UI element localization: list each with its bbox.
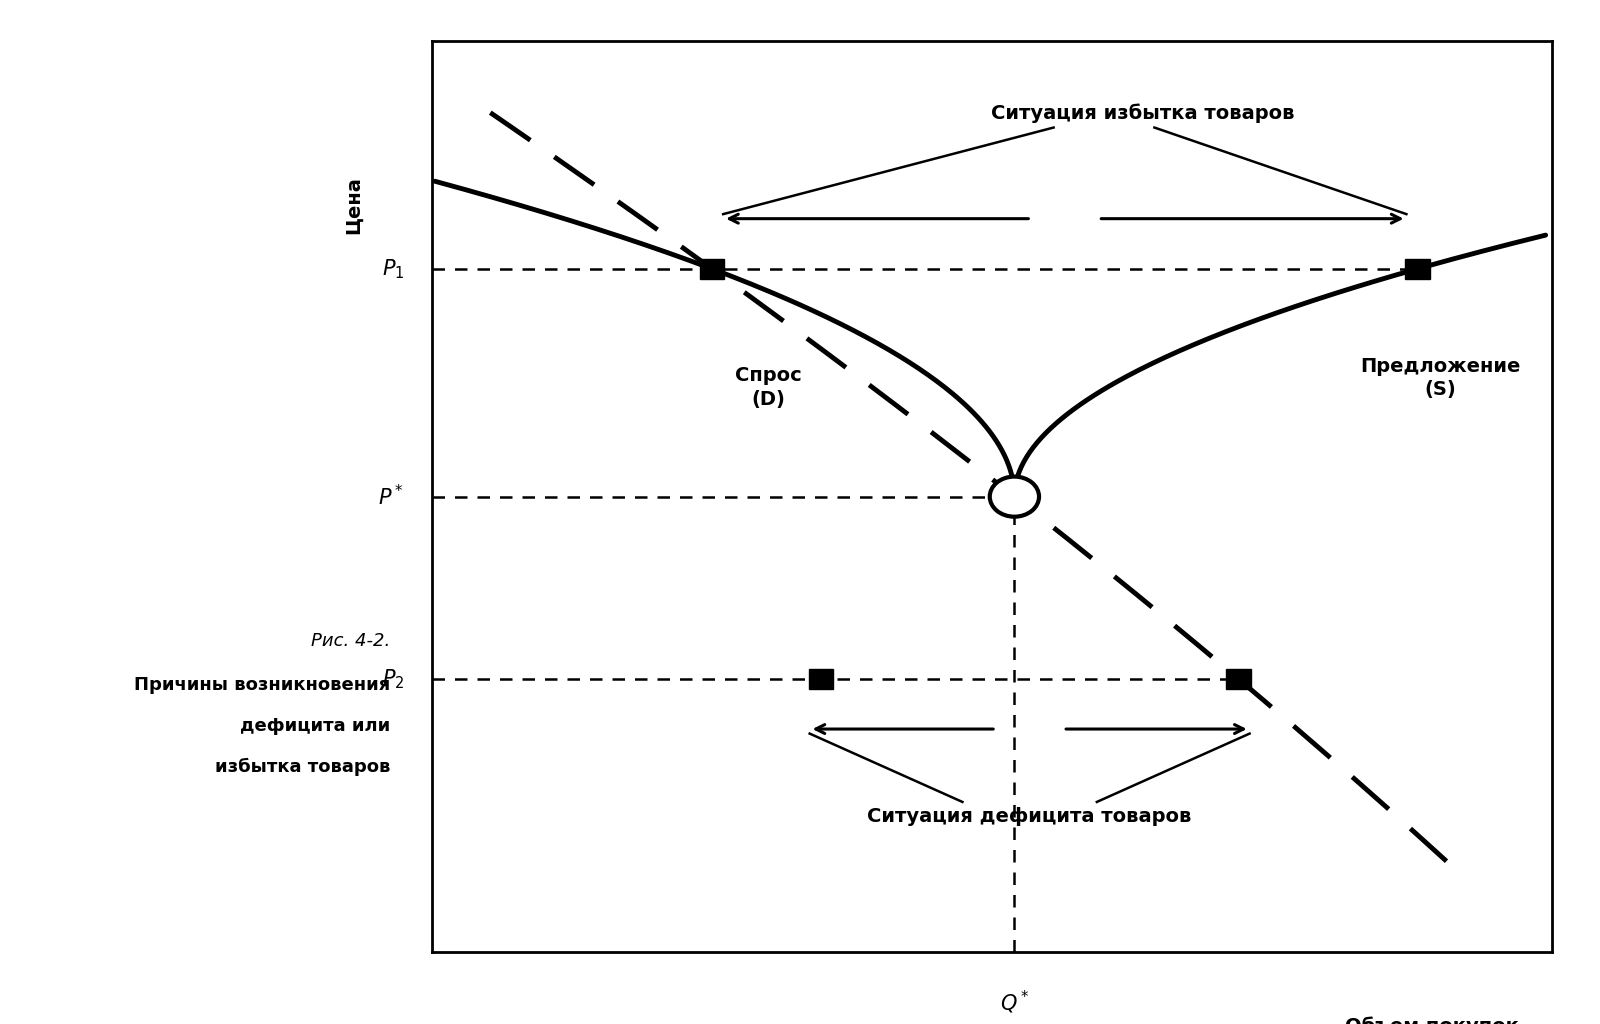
FancyBboxPatch shape (808, 669, 834, 689)
Circle shape (990, 476, 1038, 517)
Text: дефицита или: дефицита или (240, 717, 390, 735)
FancyBboxPatch shape (1226, 669, 1251, 689)
Text: $Q^*$: $Q^*$ (1000, 989, 1029, 1016)
Text: Рис. 4-2.: Рис. 4-2. (310, 632, 390, 650)
Text: Объем покупок: Объем покупок (1344, 1016, 1518, 1024)
Text: Ситуация дефицита товаров: Ситуация дефицита товаров (867, 807, 1192, 825)
Text: $P_2$: $P_2$ (381, 667, 403, 691)
FancyBboxPatch shape (699, 259, 725, 279)
Text: $P_1$: $P_1$ (381, 257, 403, 281)
Text: Предложение
(S): Предложение (S) (1360, 357, 1520, 399)
Text: Спрос
(D): Спрос (D) (734, 366, 802, 409)
Text: $P^*$: $P^*$ (378, 484, 403, 509)
Text: Цена: Цена (344, 176, 363, 233)
Text: избытка товаров: избытка товаров (214, 758, 390, 776)
Text: Причины возникновения: Причины возникновения (134, 676, 390, 694)
FancyBboxPatch shape (1405, 259, 1430, 279)
Text: Ситуация избытка товаров: Ситуация избытка товаров (992, 103, 1294, 123)
